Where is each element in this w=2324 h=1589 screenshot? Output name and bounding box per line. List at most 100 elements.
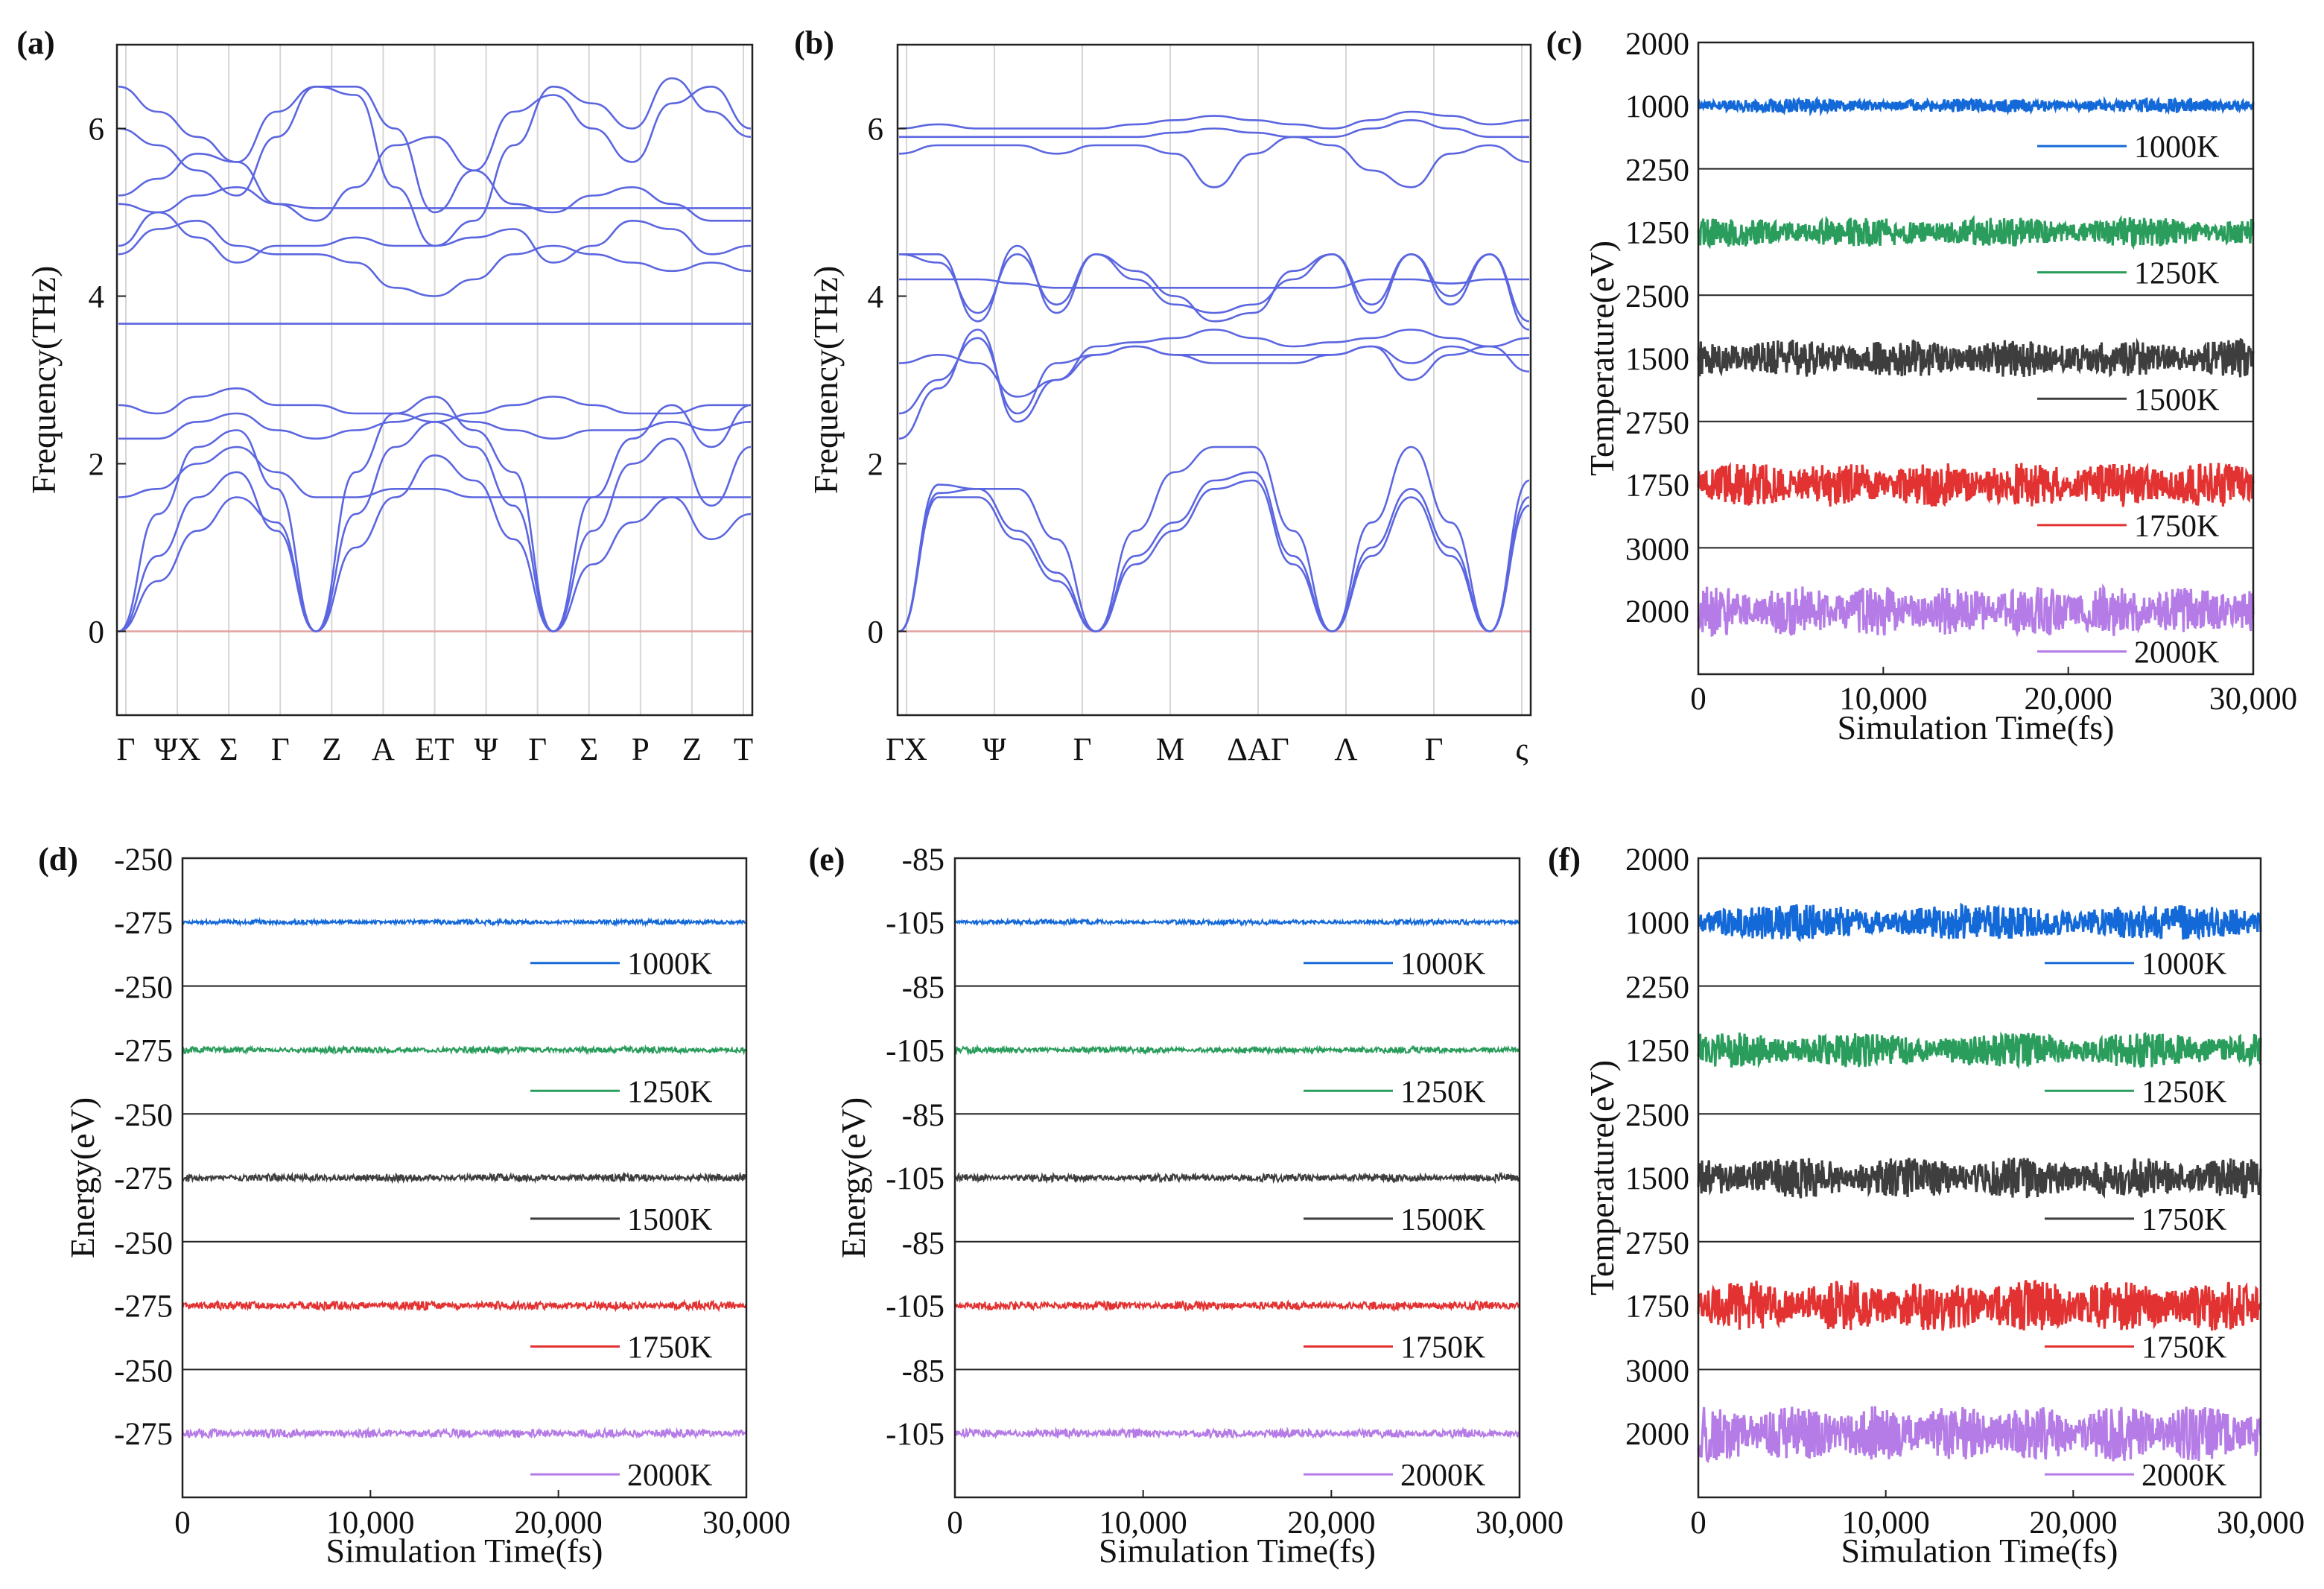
panel-label-c: (c): [1546, 25, 1583, 61]
xtick-label-b-6: Γ: [1425, 732, 1444, 767]
panel-label-a: (a): [16, 25, 54, 61]
legend-label-f-4: 2000K: [2142, 1459, 2226, 1493]
ytick-mid-d-0: -275: [114, 906, 173, 941]
xtick-label-a-5: A: [372, 732, 395, 767]
xtick-label-f-2: 20,000: [2029, 1506, 2117, 1541]
ylabel-a: Frequency(THz): [25, 266, 63, 495]
band-a-11: [118, 85, 752, 214]
xtick-label-b-7: ς: [1515, 732, 1528, 767]
legend-label-d-0: 1000K: [627, 948, 712, 982]
legend-label-e-4: 2000K: [1400, 1459, 1485, 1493]
band-b-8: [898, 253, 1530, 323]
band-a-4: [118, 412, 752, 440]
xlabel-e: Simulation Time(fs): [1099, 1532, 1376, 1570]
ytick-label-a-0: 0: [89, 615, 105, 650]
ylabel-e: Energy(eV): [834, 1097, 872, 1258]
legend-label-e-0: 1000K: [1400, 948, 1485, 982]
xtick-label-b-5: Λ: [1334, 732, 1357, 767]
ytick-mid-f-1: 1250: [1625, 1033, 1689, 1068]
band-b-3: [898, 329, 1530, 440]
trace-d-1: [182, 1044, 747, 1056]
ytick-mid-c-3: 1750: [1625, 469, 1689, 504]
band-b-4: [898, 337, 1529, 415]
trace-e-3: [954, 1299, 1520, 1313]
ytick-label-b-1: 2: [868, 448, 884, 483]
band-b-10: [899, 118, 1529, 139]
xtick-label-a-12: T: [734, 732, 753, 767]
ytick-top-f-0: 2000: [1625, 843, 1689, 878]
xtick-label-c-0: 0: [1690, 682, 1707, 717]
xtick-label-a-7: Ψ: [474, 732, 498, 767]
ytick-mid-f-0: 1000: [1625, 906, 1689, 941]
xlabel-c: Simulation Time(fs): [1838, 708, 2115, 746]
ytick-top-e-1: -85: [902, 971, 944, 1006]
trace-d-3: [182, 1298, 747, 1313]
frame-c: [1697, 41, 2255, 676]
ytick-label-b-0: 0: [868, 615, 884, 650]
xtick-label-e-2: 20,000: [1287, 1506, 1375, 1541]
band-a-0: [118, 454, 752, 632]
band-b-1: [898, 471, 1530, 632]
legend-label-d-3: 1750K: [627, 1331, 712, 1366]
ytick-mid-e-2: -105: [886, 1161, 944, 1196]
xtick-label-b-3: M: [1156, 732, 1184, 767]
ytick-mid-d-4: -275: [114, 1417, 173, 1452]
band-b-5: [898, 329, 1530, 398]
band-b-2: [898, 445, 1530, 632]
ytick-top-d-0: -250: [114, 843, 173, 878]
trace-e-2: [954, 1171, 1520, 1184]
trace-c-3: [1697, 461, 2255, 507]
trace-f-1: [1697, 1031, 2262, 1070]
ytick-mid-e-4: -105: [886, 1417, 944, 1452]
trace-c-1: [1697, 215, 2255, 250]
xtick-label-e-0: 0: [947, 1506, 963, 1541]
legend-label-f-1: 1250K: [2142, 1075, 2226, 1109]
trace-c-2: [1697, 337, 2255, 378]
band-a-5: [118, 387, 751, 423]
ytick-mid-e-1: -105: [886, 1033, 944, 1068]
panel-label-f: (f): [1548, 841, 1581, 878]
xtick-label-a-1: ΨX: [154, 732, 201, 767]
ytick-label-a-1: 2: [89, 448, 105, 483]
xtick-label-d-3: 30,000: [702, 1506, 790, 1541]
frame-a: [115, 43, 754, 717]
band-b-0: [898, 479, 1530, 632]
legend-label-c-4: 2000K: [2134, 635, 2219, 670]
ytick-label-a-2: 4: [89, 280, 105, 315]
xtick-label-e-1: 10,000: [1099, 1506, 1187, 1541]
xtick-label-b-1: Ψ: [982, 732, 1006, 767]
legend-label-f-3: 1750K: [2142, 1331, 2226, 1366]
xtick-label-a-9: Σ: [580, 732, 598, 767]
ytick-top-c-3: 2750: [1625, 406, 1689, 441]
xtick-label-f-0: 0: [1690, 1506, 1707, 1541]
xtick-label-e-3: 30,000: [1476, 1506, 1563, 1541]
band-b-6: [899, 278, 1529, 289]
ytick-mid-f-4: 2000: [1625, 1417, 1689, 1452]
legend-label-f-0: 1000K: [2142, 948, 2226, 982]
xtick-label-a-10: P: [632, 732, 650, 767]
ylabel-c: Temperature(eV): [1583, 241, 1621, 476]
band-b-9: [898, 136, 1530, 188]
ytick-mid-e-3: -105: [886, 1290, 944, 1325]
frame-f: [1697, 857, 2262, 1499]
ytick-top-c-2: 2500: [1625, 279, 1689, 314]
ytick-top-d-1: -250: [114, 971, 173, 1006]
legend-label-d-4: 2000K: [627, 1459, 712, 1493]
xtick-label-b-4: ΔAΓ: [1227, 732, 1289, 767]
trace-e-0: [954, 916, 1520, 927]
band-a-2: [118, 396, 752, 632]
xtick-label-a-8: Γ: [528, 732, 547, 767]
legend-label-c-0: 1000K: [2134, 130, 2219, 165]
legend-label-d-2: 1500K: [627, 1203, 712, 1237]
ytick-mid-d-1: -275: [114, 1033, 173, 1068]
legend-label-e-2: 1500K: [1400, 1203, 1485, 1237]
xtick-label-f-3: 30,000: [2217, 1506, 2305, 1541]
ytick-mid-d-3: -275: [114, 1290, 173, 1325]
trace-f-4: [1697, 1406, 2262, 1464]
ytick-top-d-3: -250: [114, 1226, 173, 1261]
ytick-top-e-4: -85: [902, 1354, 944, 1389]
ytick-mid-f-3: 1750: [1625, 1290, 1689, 1325]
ytick-mid-c-4: 2000: [1625, 594, 1689, 629]
trace-d-4: [182, 1426, 747, 1440]
